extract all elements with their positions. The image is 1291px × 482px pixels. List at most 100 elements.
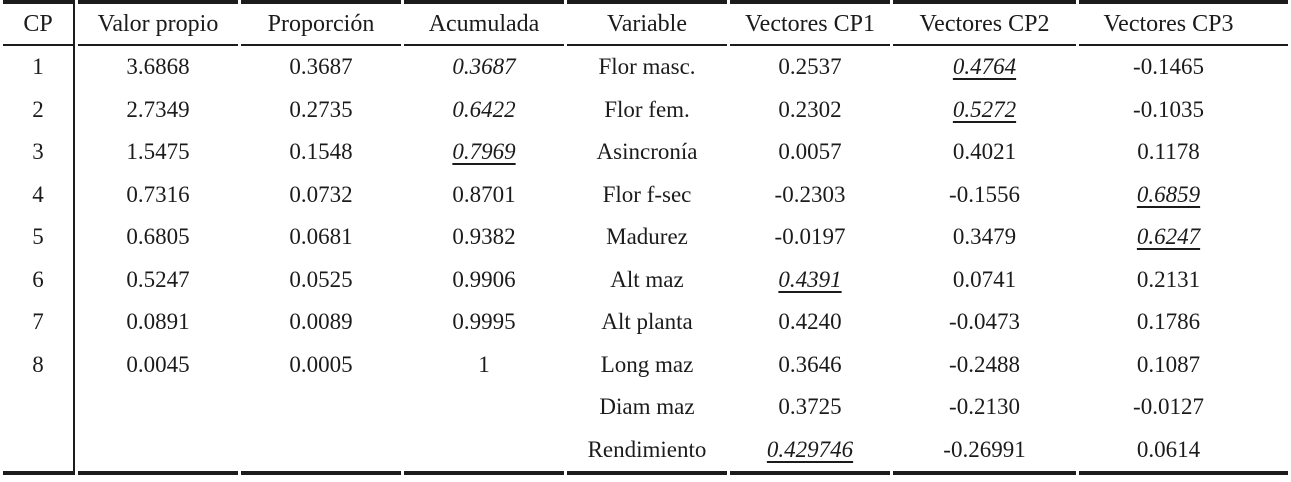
cell-value: 0.6805 [126, 224, 190, 250]
table-header: CP Valor propio Proporción Acumulada Var… [3, 0, 1288, 46]
table-cell: 0.1786 [1079, 301, 1288, 344]
table-cell: 0.1548 [241, 131, 401, 174]
table-cell: 1 [3, 46, 75, 89]
cell-value: 0.5272 [952, 96, 1017, 122]
cell-value: 0.0681 [289, 224, 353, 250]
table-cell: -0.26991 [893, 429, 1076, 475]
cell-value: 0.4391 [778, 266, 842, 292]
cell-value: -0.2303 [774, 181, 846, 207]
cell-value: 0.1786 [1136, 309, 1201, 335]
table-cell: 0.7969 [404, 131, 564, 174]
table-cell: 0.2131 [1079, 259, 1288, 302]
cell-value: 4 [32, 181, 44, 207]
cell-value: 3.6868 [126, 54, 190, 80]
cell-value: Flor f-sec [602, 181, 692, 207]
col-header-acumulada: Acumulada [404, 0, 564, 46]
table-cell: -0.1556 [893, 174, 1076, 217]
cell-value: 0.3646 [778, 351, 842, 377]
table-cell: -0.2488 [893, 344, 1076, 387]
cell-value: 0.4021 [952, 139, 1017, 165]
cell-value: 0.3687 [452, 54, 516, 80]
table-cell: 2 [3, 88, 75, 131]
table-cell: 0.2537 [730, 46, 890, 89]
cell-value: 0.0741 [952, 266, 1017, 292]
cell-value: -0.2488 [949, 351, 1020, 377]
cell-value: 0.2302 [778, 96, 842, 122]
table-cell: 0.9382 [404, 216, 564, 259]
table-cell: 4 [3, 173, 75, 216]
table-cell: 0.0045 [78, 344, 238, 387]
cell-value: Madurez [606, 224, 688, 250]
cell-value: 0.9906 [452, 266, 516, 292]
table-row: 6 0.5247 0.0525 0.9906 Alt maz 0.4391 0.0741 0.… [3, 258, 1288, 302]
table-cell: 0.3725 [730, 386, 890, 429]
cell-value: -0.1035 [1133, 96, 1204, 122]
cell-value: 0.1548 [289, 139, 353, 165]
cell-value: -0.26991 [943, 436, 1026, 462]
table-cell: 0.0057 [730, 131, 890, 174]
table-cell: Flor fem. [567, 89, 727, 132]
cell-value: 0.2131 [1136, 266, 1201, 292]
table-cell: 0.9906 [404, 259, 564, 302]
col-header-proporcion: Proporción [241, 0, 401, 46]
table-cell: 0.8701 [404, 174, 564, 217]
table-cell: Alt planta [567, 301, 727, 344]
cell-value: 6 [32, 266, 44, 292]
table-cell: 0.7316 [78, 174, 238, 217]
table-cell: 0.6422 [404, 89, 564, 132]
cell-value: 0.7316 [126, 181, 190, 207]
cell-value: 0.0089 [289, 309, 353, 335]
cell-value: 0.429746 [766, 436, 854, 462]
col-header-variable: Variable [567, 0, 727, 46]
cell-value: -0.0127 [1133, 394, 1204, 420]
cell-value: 0.0005 [289, 351, 353, 377]
table-row: 1 3.6868 0.3687 0.3687 Flor masc. 0.2537 0.476… [3, 46, 1288, 89]
table-cell [404, 429, 564, 475]
table-cell: -0.0197 [730, 216, 890, 259]
col-header-vectores-cp2: Vectores CP2 [893, 0, 1076, 46]
table-cell: Diam maz [567, 386, 727, 429]
table-cell: -0.2130 [893, 386, 1076, 429]
cell-value: Rendimiento [587, 436, 707, 462]
table-row: 8 0.0045 0.0005 1 Long maz 0.3646 -0.2488 0.108… [3, 343, 1288, 387]
cell-value: 0.0057 [778, 139, 842, 165]
table-cell [3, 428, 75, 475]
cell-value: 0.0525 [289, 266, 353, 292]
table-cell: -0.2303 [730, 174, 890, 217]
cell-value: 0.2735 [289, 96, 353, 122]
table-row: 3 1.5475 0.1548 0.7969 Asincronía 0.0057 0.402… [3, 131, 1288, 174]
cell-value: Flor fem. [604, 96, 690, 122]
table-cell: 0.1087 [1079, 344, 1288, 387]
cell-value: Flor masc. [598, 54, 696, 80]
table-row: 5 0.6805 0.0681 0.9382 Madurez -0.0197 0.3479 0… [3, 216, 1288, 259]
cell-value: 0.0045 [126, 351, 190, 377]
table-cell: 7 [3, 301, 75, 344]
table-cell: 5 [3, 216, 75, 259]
table-cell: 0.3646 [730, 344, 890, 387]
table-cell: 0.3687 [241, 46, 401, 89]
cell-value: 0.0891 [126, 309, 190, 335]
cell-value: 0.7969 [452, 139, 516, 165]
cell-value: 0.6422 [452, 96, 516, 122]
cell-value: 3 [32, 139, 44, 165]
col-header-vectores-cp1: Vectores CP1 [730, 0, 890, 46]
table-cell: 0.4391 [730, 259, 890, 302]
cell-value: 1 [478, 351, 490, 377]
cell-value: 1 [32, 54, 44, 80]
table-cell: Flor masc. [567, 46, 727, 89]
table-cell: 0.4021 [893, 131, 1076, 174]
cell-value: 0.1178 [1137, 139, 1200, 165]
table-cell: 0.429746 [730, 429, 890, 475]
cell-value: 0.9995 [452, 309, 516, 335]
table-cell: -0.0473 [893, 301, 1076, 344]
table-row: 7 0.0891 0.0089 0.9995 Alt planta 0.4240 -0.04… [3, 301, 1288, 344]
table-cell: 6 [3, 258, 75, 301]
cell-value: Long maz [600, 351, 694, 377]
cell-value: 0.4240 [778, 309, 842, 335]
table-cell: 3.6868 [78, 46, 238, 89]
table-row: Diam maz 0.3725 -0.2130 -0.0127 [3, 386, 1288, 429]
table-cell: 0.0891 [78, 301, 238, 344]
cell-value: 0.5247 [126, 266, 190, 292]
table-cell: 0.5272 [893, 89, 1076, 132]
